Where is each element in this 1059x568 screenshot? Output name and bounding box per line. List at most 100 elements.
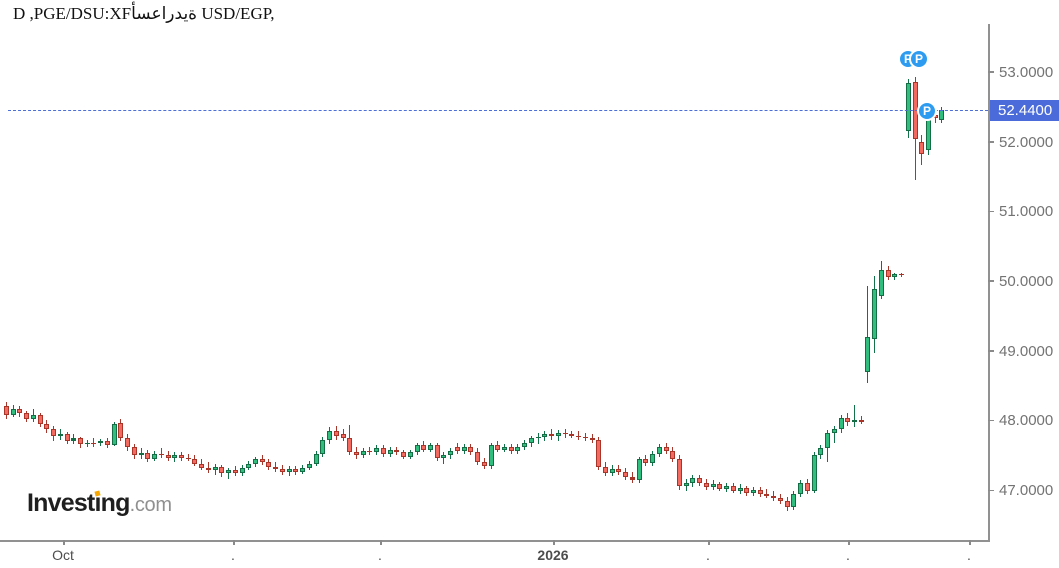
candle-body <box>98 441 104 444</box>
candle-body <box>17 409 23 414</box>
candle-body <box>629 477 635 480</box>
candle-body <box>340 434 346 438</box>
candle-body <box>239 467 245 474</box>
candle-body <box>185 457 191 460</box>
candle-body <box>730 485 736 491</box>
candle-body <box>51 429 57 437</box>
candle-body <box>286 469 292 472</box>
candle-body <box>394 450 400 453</box>
candle-body <box>387 450 393 454</box>
candle-wick <box>537 432 539 444</box>
time-axis-tick <box>380 540 382 545</box>
candle-body <box>488 445 494 467</box>
candle-body <box>562 432 568 435</box>
price-axis-label: 52.0000 <box>999 133 1054 151</box>
candle-body <box>609 469 615 473</box>
candle-body <box>380 448 386 454</box>
candle-body <box>495 445 501 450</box>
candle-body <box>892 273 898 277</box>
candle-body <box>697 478 703 484</box>
candle-body <box>266 462 272 467</box>
candle-body <box>24 413 30 419</box>
price-axis-label: 50.0000 <box>999 272 1054 290</box>
candle-body <box>636 459 642 480</box>
candle-body <box>939 110 945 120</box>
candle-body <box>650 453 656 463</box>
candle-body <box>885 270 891 277</box>
candle-wick <box>860 416 862 425</box>
candle-body <box>616 469 622 472</box>
candle-body <box>468 446 474 453</box>
candle-body <box>744 487 750 493</box>
candle-wick <box>833 425 835 443</box>
candle-wick <box>853 404 855 428</box>
candle-body <box>919 142 925 155</box>
candle-body <box>212 466 218 471</box>
candle-wick <box>160 448 162 458</box>
price-axis[interactable] <box>988 24 990 542</box>
candle-body <box>596 439 602 467</box>
candle-body <box>259 459 265 463</box>
chart-title-arabic: ةيدراعسأ <box>131 4 198 23</box>
candle-body <box>37 414 43 424</box>
candle-body <box>30 414 36 419</box>
candle-body <box>414 445 420 453</box>
last-price-line <box>8 110 988 112</box>
p-badge[interactable]: P <box>909 49 929 69</box>
candle-wick <box>631 471 633 484</box>
time-axis-label: . <box>231 547 235 563</box>
candle-body <box>4 406 9 415</box>
chart-title-right: USD/EGP, <box>197 4 275 23</box>
candle-body <box>448 450 454 456</box>
candle-body <box>717 484 723 489</box>
time-axis-tick <box>969 540 971 545</box>
candle-body <box>528 438 534 443</box>
candle-body <box>367 450 373 453</box>
candle-body <box>576 435 582 438</box>
candle-body <box>804 483 810 491</box>
candle-body <box>454 446 460 451</box>
time-axis[interactable] <box>0 540 990 542</box>
candle-body <box>300 467 306 472</box>
last-price-tag: 52.4400 <box>990 100 1059 122</box>
candle-wick <box>766 488 768 499</box>
price-axis-label: 48.0000 <box>999 412 1054 430</box>
candle-wick <box>578 431 580 440</box>
candle-body <box>434 445 440 458</box>
candle-body <box>232 470 238 474</box>
time-axis-tick <box>708 540 710 545</box>
candle-body <box>690 478 696 484</box>
candle-body <box>582 437 588 439</box>
candle-body <box>502 446 508 450</box>
candle-body <box>104 441 110 445</box>
time-axis-label: . <box>967 547 971 563</box>
time-axis-tick <box>848 540 850 545</box>
candle-wick <box>207 462 209 474</box>
candle-body <box>865 336 871 373</box>
time-axis-label: 2026 <box>537 547 569 563</box>
candle-body <box>858 420 864 422</box>
candle-body <box>623 471 629 478</box>
candle-body <box>737 487 743 491</box>
candle-body <box>273 466 279 470</box>
candle-body <box>724 485 730 489</box>
logo-text-post: ng <box>100 489 131 517</box>
candle-body <box>125 438 131 448</box>
price-axis-label: 49.0000 <box>999 342 1054 360</box>
p-badge[interactable]: P <box>917 101 937 121</box>
candle-body <box>522 442 528 447</box>
candle-body <box>10 409 16 415</box>
candle-body <box>670 450 676 459</box>
candle-body <box>84 442 90 444</box>
candle-body <box>279 469 285 472</box>
candle-body <box>845 418 851 423</box>
candle-body <box>226 470 232 474</box>
candle-body <box>353 451 359 456</box>
candle-body <box>508 446 514 451</box>
candle-body <box>118 423 124 439</box>
time-axis-label: . <box>378 547 382 563</box>
candle-wick <box>59 428 61 440</box>
candle-body <box>165 455 171 458</box>
